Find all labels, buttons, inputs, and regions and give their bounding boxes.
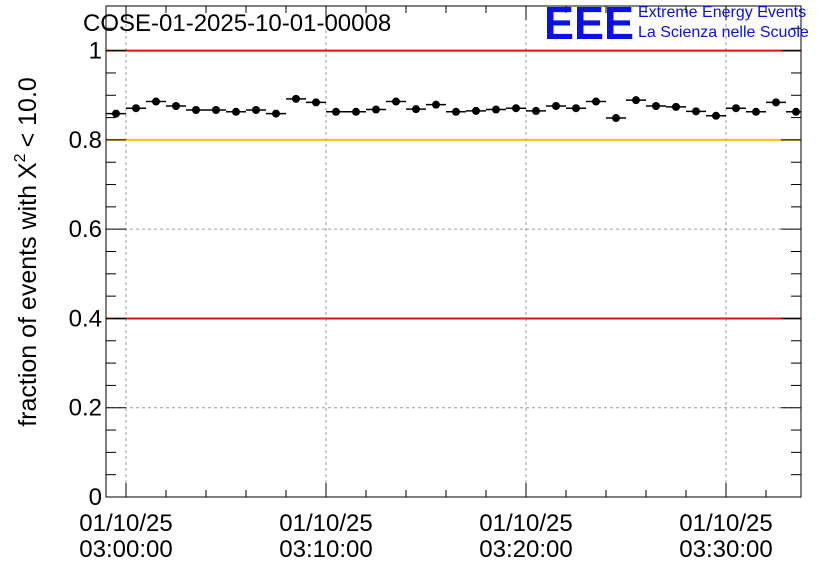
data-series [106, 94, 801, 123]
data-point [552, 101, 560, 110]
data-point [172, 101, 180, 110]
logo-mark: EEE [544, 0, 634, 44]
y-axis-label: fraction of events with X2 < 10.0 [12, 77, 42, 427]
chart-title: COSE-01-2025-10-01-00008 [83, 10, 392, 37]
data-point [352, 107, 360, 116]
axis-labels: 01/10/2503:00:0001/10/2503:10:0001/10/25… [69, 38, 773, 563]
grid [106, 6, 801, 497]
logo-line-2: La Scienza nelle Scuole [638, 24, 809, 41]
data-point [572, 104, 580, 113]
y-tick-label: 0.6 [69, 216, 102, 243]
data-point [772, 98, 780, 107]
y-tick-label: 0 [89, 484, 102, 511]
data-point [692, 107, 700, 116]
data-point [272, 109, 280, 118]
y-axis-label-main: fraction of events with [14, 185, 42, 427]
data-point [792, 107, 800, 116]
data-point [232, 107, 240, 116]
data-point [412, 105, 420, 114]
data-point [312, 98, 320, 107]
data-point [432, 100, 440, 109]
x-tick-label-date: 01/10/25 [79, 510, 172, 537]
data-point [752, 107, 760, 116]
x-tick-label-date: 01/10/25 [679, 510, 772, 537]
y-tick-label: 1 [89, 38, 102, 65]
data-point [252, 106, 260, 115]
data-point [732, 104, 740, 113]
data-point [632, 96, 640, 105]
data-point [532, 106, 540, 115]
data-point [112, 109, 120, 118]
y-axis-label-sup: 2 [12, 153, 29, 162]
x-tick-label-time: 03:00:00 [79, 536, 172, 563]
plot-frame [105, 5, 802, 498]
data-point [152, 97, 160, 106]
data-point [132, 104, 140, 113]
data-point [492, 105, 500, 114]
logo-line-1: Extreme Energy Events [638, 4, 807, 21]
y-tick-label: 0.2 [69, 395, 102, 422]
y-axis-label-suffix: < 10.0 [14, 77, 42, 147]
data-point [372, 105, 380, 114]
data-point [592, 97, 600, 106]
x-tick-label-time: 03:20:00 [479, 536, 572, 563]
data-point [472, 106, 480, 115]
data-point [712, 111, 720, 120]
data-point [512, 104, 520, 113]
data-point [392, 97, 400, 106]
data-point [332, 107, 340, 116]
y-axis-label-symbol: X [14, 162, 42, 179]
x-tick-label-date: 01/10/25 [279, 510, 372, 537]
data-point [212, 106, 220, 115]
data-point [652, 101, 660, 110]
data-point [452, 107, 460, 116]
x-tick-label-date: 01/10/25 [479, 510, 572, 537]
logo-caption: Extreme Energy Events La Scienza nelle S… [638, 3, 809, 43]
x-tick-label-time: 03:30:00 [679, 536, 772, 563]
data-point [192, 106, 200, 115]
reference-lines [106, 49, 801, 320]
data-point [612, 114, 620, 123]
x-tick-label-time: 03:10:00 [279, 536, 372, 563]
y-tick-label: 0.4 [69, 305, 102, 332]
data-point [672, 102, 680, 111]
y-tick-label: 0.8 [69, 127, 102, 154]
data-point [292, 94, 300, 103]
axis-ticks [106, 6, 801, 498]
eee-logo-icon: EEE [544, 0, 634, 44]
